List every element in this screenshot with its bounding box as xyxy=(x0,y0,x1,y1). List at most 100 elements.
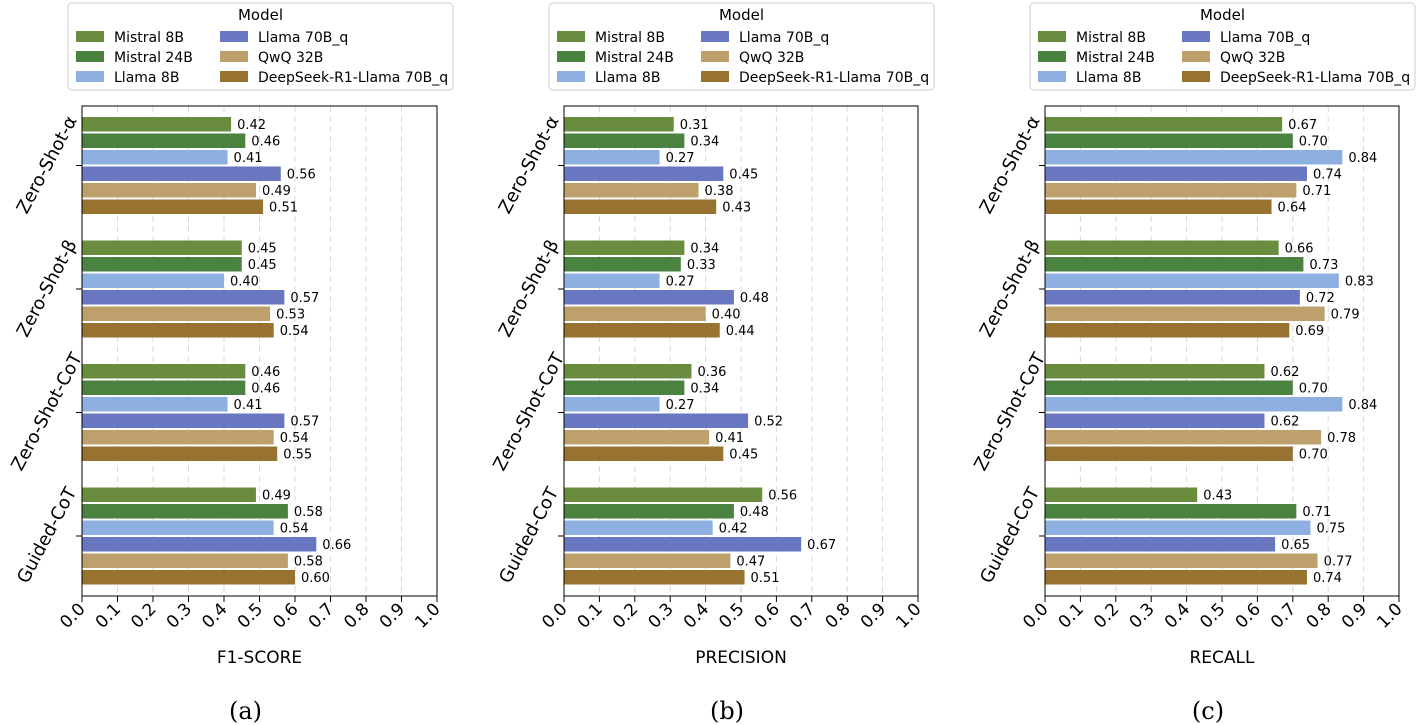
x-tick-label: 0.5 xyxy=(1196,599,1229,632)
legend-swatch xyxy=(1182,51,1210,62)
value-label: 0.70 xyxy=(1299,381,1328,396)
legend-entry: Mistral 8B xyxy=(1076,30,1146,46)
bar xyxy=(1045,487,1198,502)
category-label: Zero-Shot-α xyxy=(13,113,82,218)
bar xyxy=(82,199,264,214)
value-label: 0.54 xyxy=(280,521,309,536)
legend-swatch xyxy=(701,31,729,42)
bar xyxy=(564,413,749,428)
legend-entry: Llama 8B xyxy=(1076,70,1141,86)
legend-swatch xyxy=(1038,51,1066,62)
legend-title: Model xyxy=(719,6,764,24)
legend-box xyxy=(67,2,454,91)
legend-entry: Llama 70B_q xyxy=(739,30,829,46)
legend-entry: QwQ 32B xyxy=(1220,50,1285,66)
value-label: 0.40 xyxy=(712,307,741,322)
value-label: 0.84 xyxy=(1348,151,1377,166)
category-label: Guided-CoT xyxy=(13,483,81,587)
x-tick-label: 0.7 xyxy=(1267,599,1300,632)
x-tick-label: 0.0 xyxy=(538,599,571,632)
value-label: 0.78 xyxy=(1327,431,1356,446)
bar xyxy=(82,257,242,272)
value-label: 0.27 xyxy=(666,398,695,413)
bar xyxy=(1045,240,1279,255)
category-label: Zero-Shot-CoT xyxy=(970,349,1050,475)
value-label: 0.84 xyxy=(1348,398,1377,413)
x-tick-label: 0.3 xyxy=(163,599,196,632)
legend-swatch xyxy=(1038,71,1066,82)
chart-panel-2: Model Mistral 8B Mistral 24B Llama 8B Llama … xyxy=(489,2,935,725)
bar xyxy=(82,306,271,321)
value-label: 0.27 xyxy=(666,151,695,166)
bar xyxy=(82,380,246,395)
value-label: 0.51 xyxy=(269,200,298,215)
value-label: 0.83 xyxy=(1345,274,1374,289)
value-label: 0.70 xyxy=(1299,134,1328,149)
value-label: 0.34 xyxy=(690,241,719,256)
value-label: 0.34 xyxy=(690,381,719,396)
bar xyxy=(1045,446,1293,461)
bar xyxy=(1045,504,1297,519)
bar xyxy=(1045,397,1343,412)
value-label: 0.74 xyxy=(1313,571,1342,586)
x-tick-label: 0.8 xyxy=(340,599,373,632)
value-label: 0.79 xyxy=(1331,307,1360,322)
value-label: 0.62 xyxy=(1270,414,1299,429)
bar xyxy=(564,364,692,379)
bar xyxy=(564,553,731,568)
value-label: 0.66 xyxy=(1285,241,1314,256)
value-label: 0.43 xyxy=(722,200,751,215)
value-label: 0.36 xyxy=(697,365,726,380)
bar xyxy=(564,520,713,535)
value-label: 0.45 xyxy=(729,167,758,182)
bar xyxy=(564,273,660,288)
legend-swatch xyxy=(76,51,104,62)
bar xyxy=(82,553,288,568)
value-label: 0.45 xyxy=(248,258,277,273)
x-tick-label: 0.4 xyxy=(680,599,713,632)
legend: Model Mistral 8B Mistral 24B Llama 8B Llama … xyxy=(1029,2,1416,91)
value-label: 0.27 xyxy=(666,274,695,289)
bar xyxy=(82,413,285,428)
value-label: 0.70 xyxy=(1299,447,1328,462)
value-label: 0.54 xyxy=(280,431,309,446)
legend-entry: Llama 70B_q xyxy=(258,30,348,46)
x-tick-label: 0.1 xyxy=(574,599,607,632)
bar xyxy=(82,504,288,519)
x-tick-label: 1.0 xyxy=(1373,599,1406,632)
legend-entry: Mistral 24B xyxy=(1076,50,1155,66)
value-label: 0.31 xyxy=(680,118,709,133)
value-label: 0.42 xyxy=(237,118,266,133)
bar xyxy=(564,537,802,552)
bar xyxy=(564,133,685,148)
bar xyxy=(1045,150,1343,165)
category-label: Zero-Shot-α xyxy=(976,113,1045,218)
value-label: 0.73 xyxy=(1309,258,1338,273)
legend-box xyxy=(1029,2,1416,91)
value-label: 0.57 xyxy=(290,291,319,306)
legend-swatch xyxy=(557,51,585,62)
x-tick-label: 0.2 xyxy=(609,599,642,632)
value-label: 0.53 xyxy=(276,307,305,322)
bar xyxy=(564,446,724,461)
legend-entry: Mistral 24B xyxy=(595,50,674,66)
value-label: 0.48 xyxy=(740,505,769,520)
legend-entry: DeepSeek-R1-Llama 70B_q xyxy=(1220,70,1410,86)
bar xyxy=(82,183,256,198)
legend: Model Mistral 8B Mistral 24B Llama 8B Llama … xyxy=(548,2,935,91)
value-label: 0.42 xyxy=(719,521,748,536)
value-label: 0.71 xyxy=(1302,505,1331,520)
x-tick-label: 0.8 xyxy=(1302,599,1335,632)
panel-caption: (c) xyxy=(1192,697,1224,725)
x-tick-label: 0.9 xyxy=(376,599,409,632)
value-label: 0.41 xyxy=(234,398,263,413)
legend: Model Mistral 8B Mistral 24B Llama 8B Llama … xyxy=(67,2,454,91)
value-label: 0.54 xyxy=(280,324,309,339)
x-tick-label: 0.8 xyxy=(821,599,854,632)
x-tick-label: 0.7 xyxy=(786,599,819,632)
bar xyxy=(82,290,285,305)
value-label: 0.55 xyxy=(283,447,312,462)
bar xyxy=(82,487,256,502)
category-label: Zero-Shot-α xyxy=(495,113,564,218)
